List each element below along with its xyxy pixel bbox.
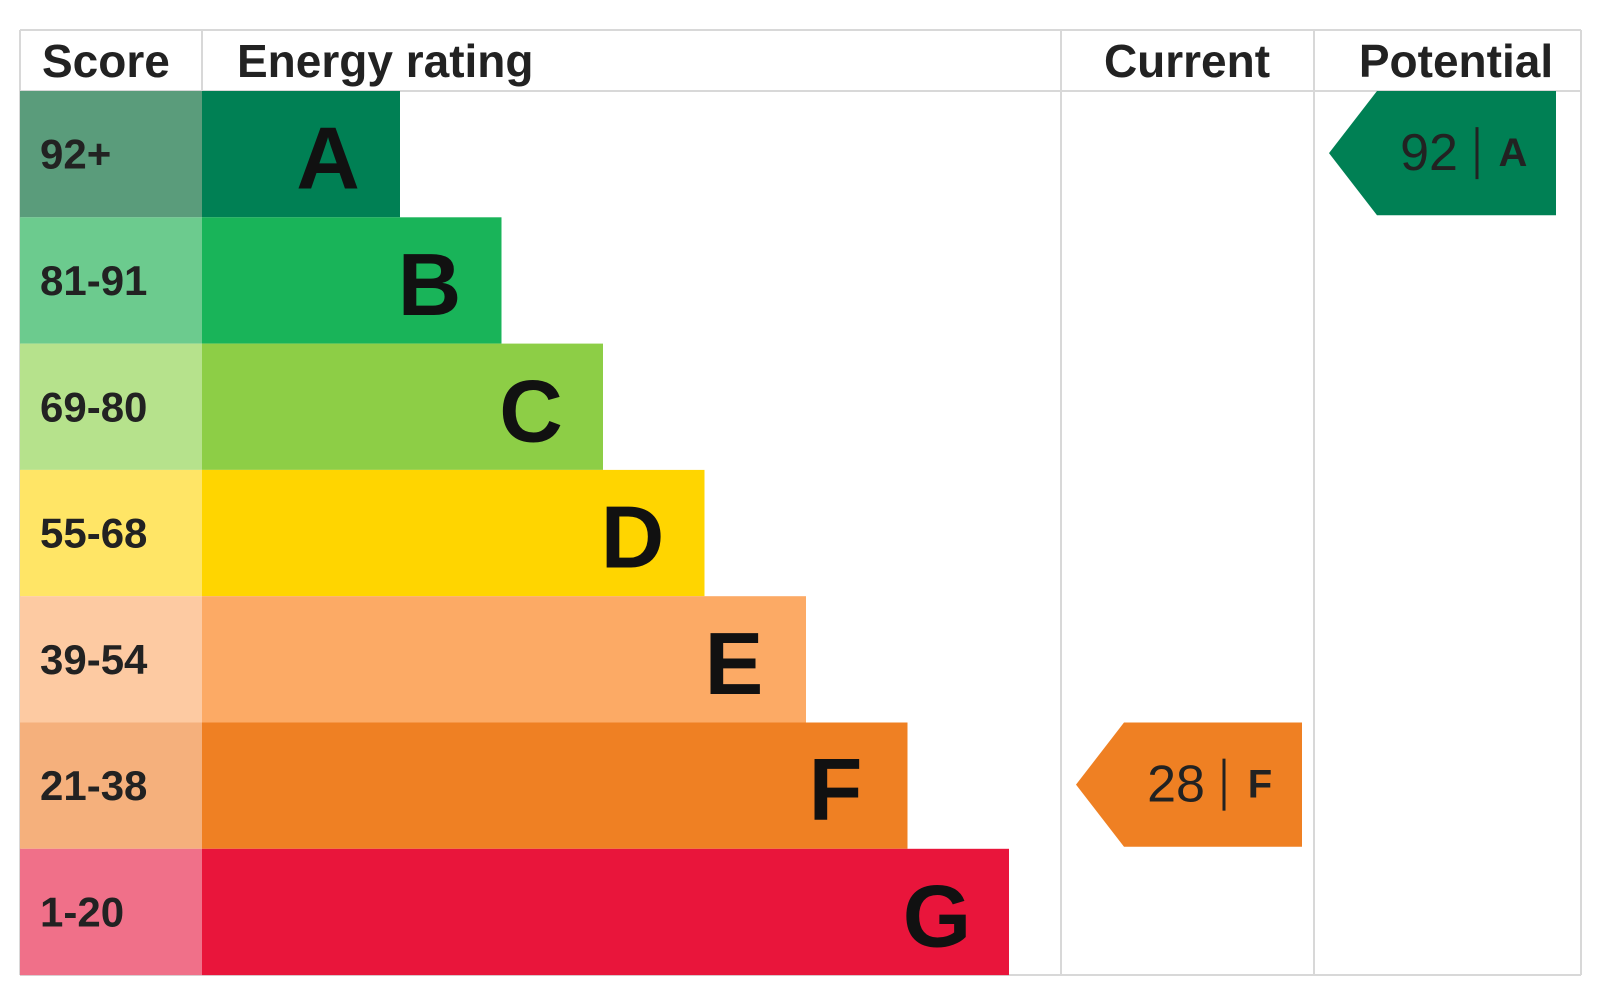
current-arrow [1076,722,1302,847]
band-letter: F [809,740,863,839]
header-current: Current [1104,35,1270,87]
band-letter: C [499,361,563,460]
potential-arrow [1329,91,1556,216]
rating-bar [202,596,806,723]
header-energy-rating: Energy rating [237,35,534,87]
band-letter: D [601,488,665,587]
score-label: 1-20 [40,888,124,935]
current-rating: F [1248,763,1272,807]
score-cell [20,469,202,597]
header-score: Score [42,35,170,87]
rating-bar [202,848,1009,976]
score-label: 39-54 [40,636,148,683]
header-potential: Potential [1359,35,1553,87]
score-cell [20,722,202,849]
score-cell [20,343,202,470]
rating-bar [202,217,502,344]
band-letter: G [903,866,971,965]
band-letter: B [398,235,462,334]
rating-bar [202,722,908,849]
band-letter: E [705,614,764,713]
score-cell [20,217,202,344]
score-label: 92+ [40,131,111,178]
potential-value: 92 [1400,124,1458,182]
score-cell [20,848,202,976]
rating-bar [202,343,603,470]
score-label: 69-80 [40,383,147,430]
potential-rating: A [1499,131,1528,175]
score-cell [20,91,202,218]
score-label: 55-68 [40,510,147,557]
rating-bar [202,469,705,597]
rating-bar [202,91,400,218]
score-label: 21-38 [40,762,147,809]
score-label: 81-91 [40,257,147,304]
band-letter: A [296,109,360,208]
current-value: 28 [1147,756,1205,814]
score-cell [20,596,202,723]
